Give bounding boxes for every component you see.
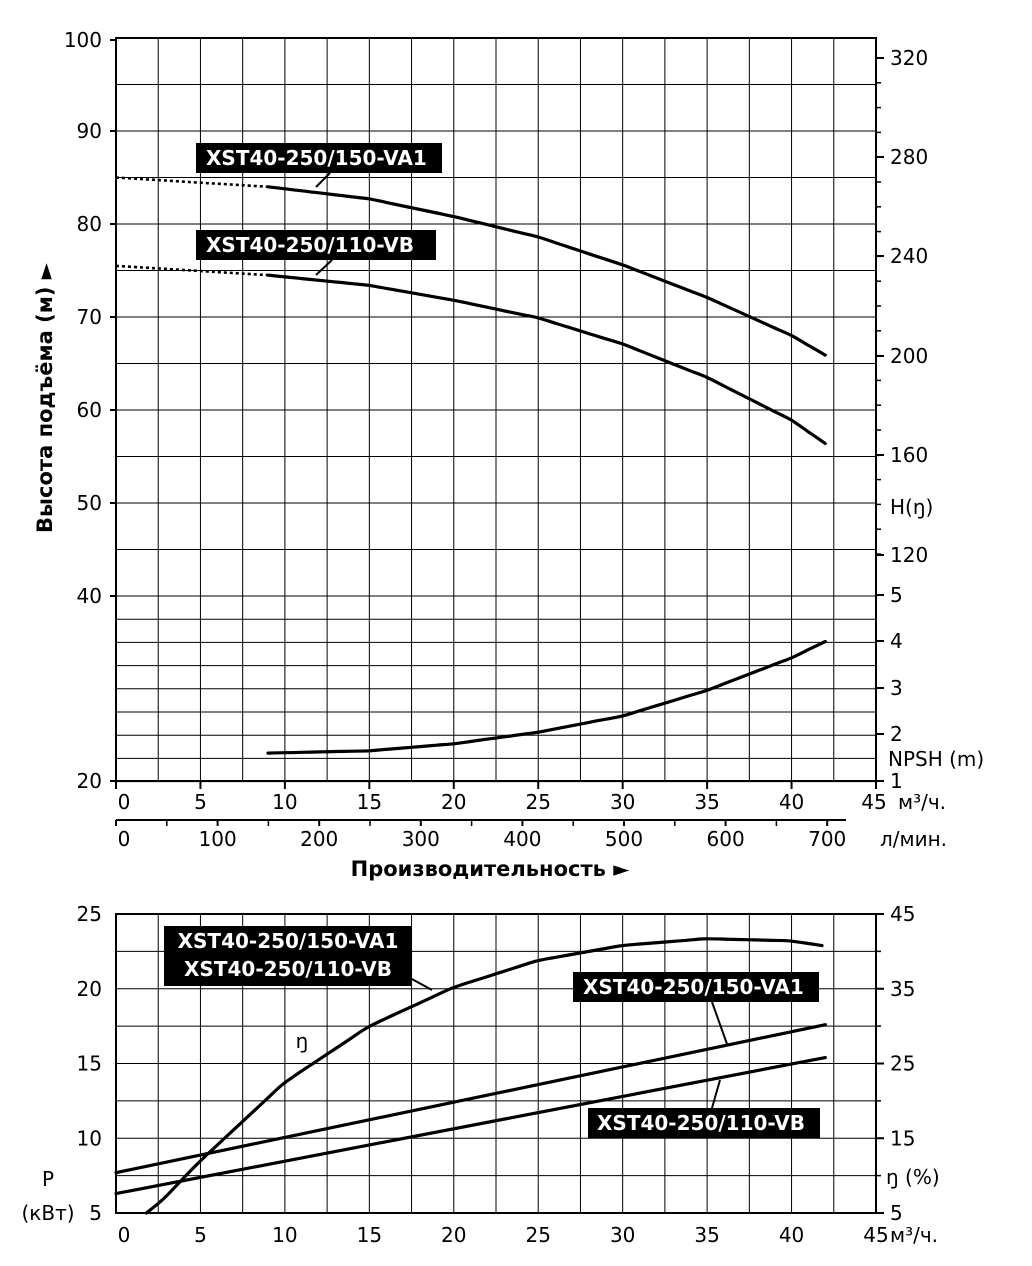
bottom-xtick-label: 20 [441,1223,466,1247]
top-curves [115,176,827,755]
top-ytick-label: 60 [77,398,102,422]
top-ytick-label: 40 [77,584,102,608]
top-xtick-label: 25 [525,790,550,814]
bottom-rtick-label: 35 [890,977,915,1001]
top-label-vb: XST40-250/110-VB [196,230,436,276]
bottom-xtick-label: 15 [357,1223,382,1247]
power-line-0 [114,1023,827,1175]
top-ytick-label: 80 [77,212,102,236]
top-label-vb-text: XST40-250/110-VB [206,233,414,257]
bottom-xtick-label: 40 [779,1223,804,1247]
bottom-ytick-label: 15 [77,1052,102,1076]
bottom-ytick-label: 10 [77,1126,102,1150]
npsh-curve [266,639,827,755]
top-y-title: Высота подъёма (м) ► [33,262,57,533]
npsh-tick-label: 3 [890,676,903,700]
bottom-x-unit: м³/ч. [890,1223,938,1247]
bottom-y-title-p: P [42,1167,54,1191]
top-ytick-label: 20 [77,769,102,793]
top-rtick-label: 120 [890,543,928,567]
top-rtick-label: 200 [890,344,928,368]
bottom-y-title-unit: (кВт) [21,1201,74,1225]
top-xtick-label: 5 [194,790,207,814]
bottom-label-vb-text: XST40-250/110-VB [597,1111,805,1135]
lmin-tick-label: 100 [199,827,237,851]
power-line-1 [114,1055,827,1196]
bottom-ytick-label: 5 [89,1201,102,1225]
lmin-tick-label: 200 [300,827,338,851]
bottom-label-pair-vb: XST40-250/110-VB [184,957,392,981]
lmin-tick-label: 0 [118,827,131,851]
npsh-tick-label: 1 [890,769,903,793]
bottom-label-pair: XST40-250/150-VA1 XST40-250/110-VB [164,926,433,991]
npsh-tick-label: 4 [890,629,903,653]
bottom-xtick-label: 0 [118,1223,131,1247]
top-xtick-label: 15 [357,790,382,814]
lmin-unit: л/мин. [880,827,947,851]
bottom-curves [114,937,827,1215]
head-curve-1 [266,273,827,446]
top-rtick-label: 240 [890,244,928,268]
top-x-unit: м³/ч. [898,790,946,814]
top-ytick-label: 90 [77,119,102,143]
top-ticks: 20405060708090100120160200240280320H(ŋ)1… [64,28,984,851]
bottom-label-va1-text: XST40-250/150-VA1 [583,975,804,999]
top-rtick-label: 320 [890,46,928,70]
bottom-label-va1: XST40-250/150-VA1 [573,972,819,1045]
bottom-ytick-label: 20 [77,977,102,1001]
lmin-tick-label: 600 [707,827,745,851]
lmin-tick-label: 500 [605,827,643,851]
bottom-xtick-label: 30 [610,1223,635,1247]
bottom-xtick-label: 35 [694,1223,719,1247]
bottom-rtick-label: 45 [890,902,915,926]
bottom-label-vb: XST40-250/110-VB [588,1079,820,1138]
top-rtick-label: 160 [890,443,928,467]
eta-marker: ŋ [296,1029,309,1053]
head-capacity-chart: 20405060708090100120160200240280320H(ŋ)1… [33,28,984,881]
bottom-label-pair-va1: XST40-250/150-VA1 [178,929,399,953]
top-xtick-label: 20 [441,790,466,814]
top-xtick-label: 45 [861,790,886,814]
bottom-xtick-label: 10 [272,1223,297,1247]
top-right-axis-title: H(ŋ) [890,495,933,519]
top-series-dotted-1 [115,264,269,277]
top-label-va1: XST40-250/150-VA1 [196,143,442,188]
top-xtick-label: 30 [610,790,635,814]
npsh-tick-label: 5 [890,583,903,607]
head-curve-0 [266,185,827,357]
bottom-ytick-label: 25 [77,902,102,926]
top-label-va1-text: XST40-250/150-VA1 [206,146,427,170]
npsh-axis-title: NPSH (m) [888,747,984,771]
top-xtick-label: 10 [272,790,297,814]
top-ytick-label: 50 [77,491,102,515]
bottom-rtick-label: 5 [890,1201,903,1225]
npsh-tick-label: 2 [890,722,903,746]
lmin-tick-label: 300 [402,827,440,851]
efficiency-curve [144,937,824,1215]
top-xtick-label: 0 [118,790,131,814]
top-xtick-label: 35 [694,790,719,814]
top-rtick-label: 280 [890,145,928,169]
bottom-rtick-label: 15 [890,1126,915,1150]
lmin-tick-label: 700 [808,827,846,851]
lmin-tick-label: 400 [503,827,541,851]
bottom-rtick-label: 25 [890,1052,915,1076]
top-ytick-label: 70 [77,305,102,329]
bottom-xtick-label: 45 [863,1223,888,1247]
top-ytick-label: 100 [64,28,102,52]
bottom-right-axis-title: ŋ (%) [886,1165,940,1189]
bottom-xtick-label: 5 [194,1223,207,1247]
top-xtick-label: 40 [779,790,804,814]
bottom-xtick-label: 25 [525,1223,550,1247]
top-x-title: Производительность ► [351,857,631,881]
top-series-dotted-0 [115,176,269,189]
